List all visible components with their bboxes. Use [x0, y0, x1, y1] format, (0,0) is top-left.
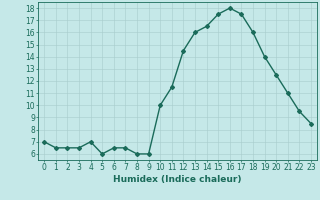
- X-axis label: Humidex (Indice chaleur): Humidex (Indice chaleur): [113, 175, 242, 184]
